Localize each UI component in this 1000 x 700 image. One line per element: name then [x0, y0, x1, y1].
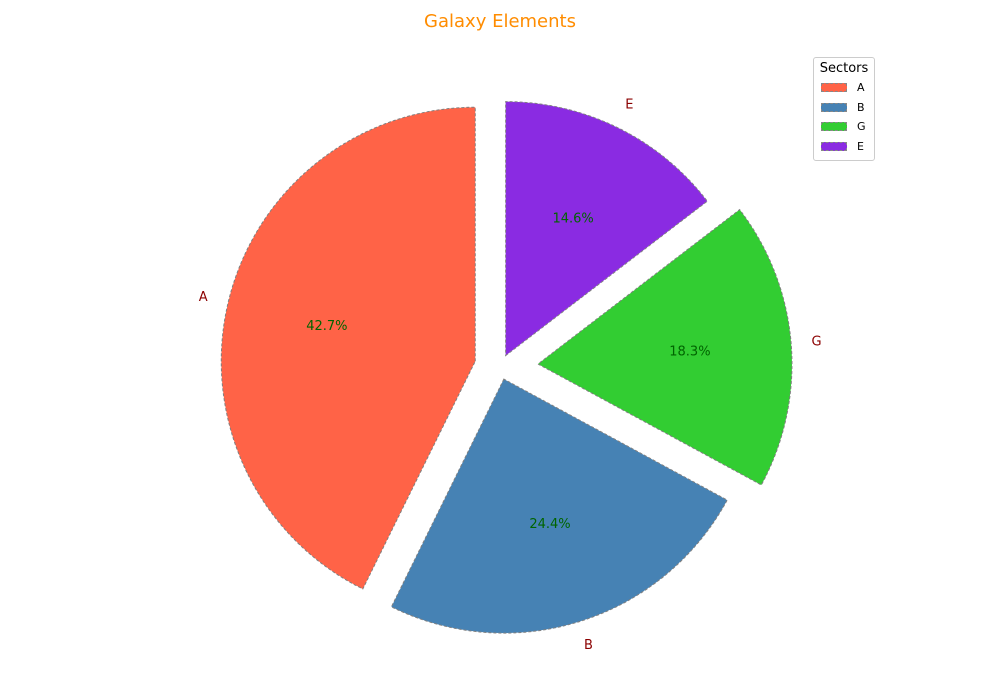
- legend-item-b: B: [814, 98, 874, 118]
- category-label-a: A: [199, 290, 208, 305]
- legend-item-g: G: [814, 117, 874, 137]
- value-label-e: 14.6%: [552, 211, 593, 226]
- legend-item-e: E: [814, 137, 874, 157]
- legend-title: Sectors: [819, 61, 869, 76]
- pie-slice-g: [537, 208, 793, 486]
- legend-swatch-b: [821, 102, 847, 112]
- legend-swatch-g: [821, 122, 847, 132]
- pie-slice-a: [220, 106, 476, 590]
- chart-title: Galaxy Elements: [424, 11, 576, 32]
- pie-slice-e: [505, 101, 708, 357]
- category-label-b: B: [584, 638, 593, 653]
- pie-slice-b: [390, 378, 728, 634]
- pie-slices: [220, 101, 793, 634]
- legend-label-a: A: [857, 81, 865, 95]
- value-label-a: 42.7%: [306, 319, 347, 334]
- value-label-b: 24.4%: [529, 517, 570, 532]
- pie-labels: 42.7% A 24.4% B 18.3% G 14.6% E: [199, 98, 822, 653]
- legend-label-g: G: [857, 120, 866, 134]
- legend-label-e: E: [857, 139, 864, 153]
- legend-label-b: B: [857, 100, 865, 114]
- category-label-e: E: [625, 98, 633, 113]
- category-label-g: G: [811, 335, 821, 350]
- value-label-g: 18.3%: [669, 345, 710, 360]
- legend-swatch-a: [821, 83, 847, 93]
- legend-item-a: A: [814, 78, 874, 98]
- legend-swatch-e: [821, 141, 847, 151]
